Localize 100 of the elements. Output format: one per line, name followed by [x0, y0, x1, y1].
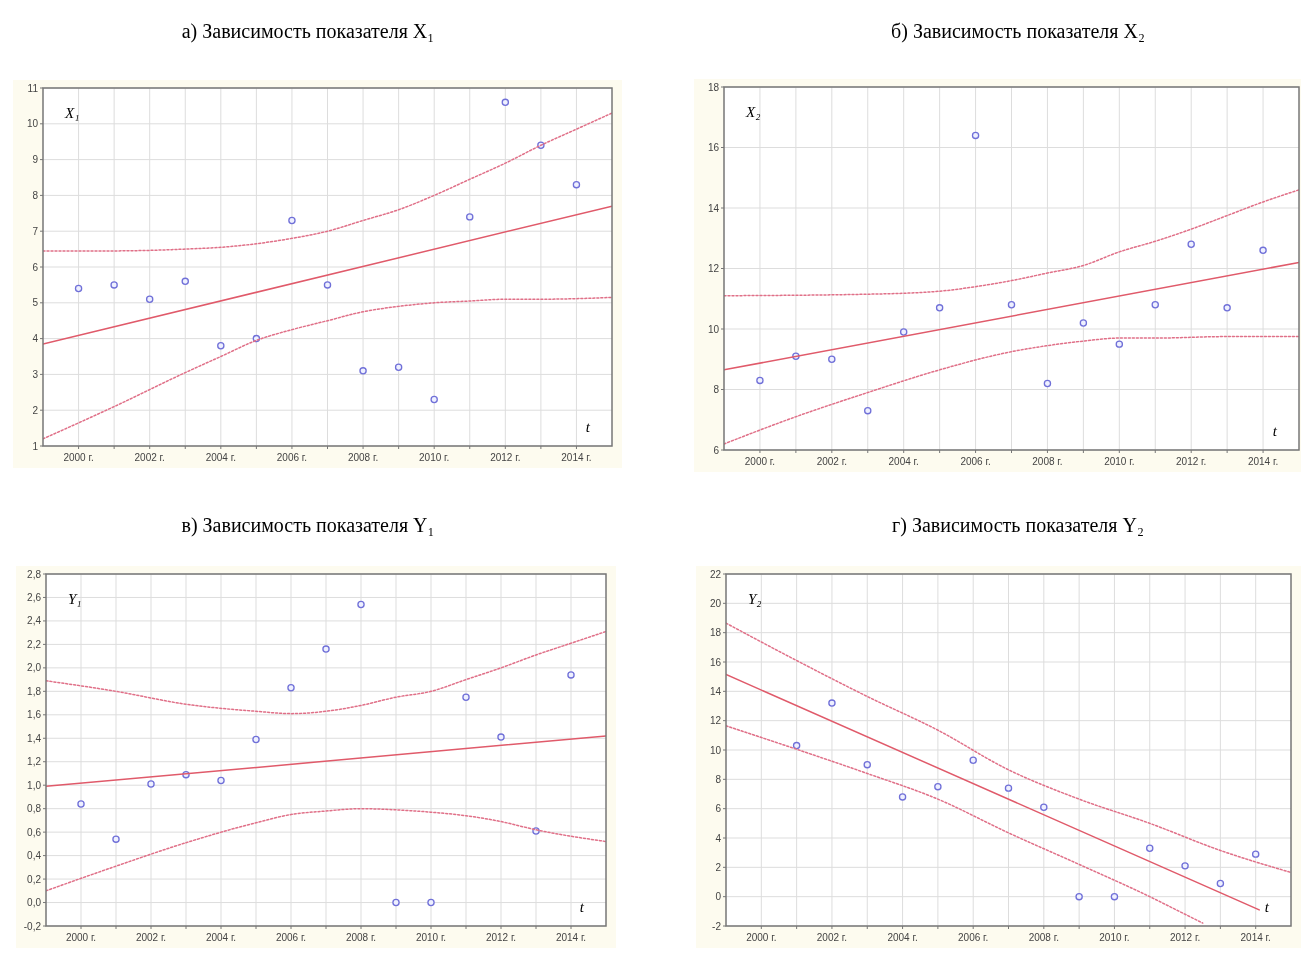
point: [567, 671, 575, 679]
point: [1115, 340, 1124, 348]
line-series: [46, 630, 606, 715]
point: [466, 213, 474, 221]
point: [110, 281, 118, 289]
y-tick-label: 1,4: [27, 732, 42, 744]
x-tick-label: 2002 г.: [134, 452, 165, 463]
x-tick-label: 2002 г.: [816, 932, 848, 943]
y-tick-label: 14: [707, 202, 720, 214]
point: [462, 693, 470, 701]
point: [935, 304, 944, 312]
annotation: t: [1272, 423, 1278, 439]
y-tick-label: 10: [26, 118, 39, 130]
point: [899, 328, 908, 336]
point: [1043, 379, 1052, 388]
point: [1146, 844, 1154, 852]
y-tick-label: -2: [712, 920, 722, 932]
x-tick-label: 2008 г.: [1032, 456, 1063, 467]
annotation: t: [585, 419, 591, 435]
annotation: X₂: [745, 104, 761, 120]
point: [828, 355, 836, 363]
line-series: [46, 807, 606, 892]
y-tick-label: 8: [32, 189, 39, 201]
point: [394, 363, 403, 371]
y-tick-label: 2,8: [27, 568, 42, 580]
point: [501, 98, 510, 107]
x-tick-label: 2000 г.: [746, 932, 777, 943]
y-tick-label: 4: [715, 832, 722, 844]
point: [252, 735, 260, 744]
point: [898, 793, 907, 801]
y-tick-label: 2: [32, 404, 39, 416]
x-tick-label: 2000 г.: [65, 932, 97, 943]
point: [217, 776, 225, 785]
annotation: Y₁: [68, 591, 82, 607]
y-tick-label: 6: [713, 444, 720, 456]
point: [1040, 803, 1048, 811]
point: [1004, 784, 1013, 792]
point: [792, 741, 801, 750]
y-tick-label: 9: [32, 154, 39, 166]
y-tick-label: 12: [707, 263, 720, 274]
point: [934, 782, 942, 791]
point: [357, 600, 365, 609]
x-tick-label: 2008 г.: [345, 932, 377, 943]
point: [1216, 879, 1225, 888]
y-tick-label: 1,8: [27, 685, 42, 697]
y-tick-label: 10: [709, 744, 722, 756]
point: [971, 131, 980, 140]
point: [181, 277, 189, 286]
x-tick-label: 2004 г.: [888, 456, 919, 467]
point: [969, 756, 977, 764]
y-tick-label: 0,6: [27, 826, 42, 838]
x-tick-label: 2014 г.: [561, 452, 592, 463]
x-tick-label: 2012 г.: [485, 932, 517, 943]
x-tick-label: 2002 г.: [135, 932, 167, 943]
annotation: Y₂: [748, 591, 762, 607]
x-tick-label: 2010 г.: [1104, 456, 1135, 467]
y-tick-label: 6: [32, 261, 39, 273]
x-tick-label: 2002 г.: [816, 456, 847, 467]
line-series: [724, 335, 1299, 445]
x-tick-label: 2014 г.: [1247, 456, 1279, 467]
x-tick-label: 2012 г.: [1169, 932, 1201, 943]
y-tick-label: 0: [715, 891, 722, 903]
y-tick-label: 18: [709, 627, 722, 639]
chart-title: а) Зависимость показателя X₁: [181, 20, 435, 43]
chart-title: в) Зависимость показателя Y₁: [181, 514, 435, 537]
x-tick-label: 2012 г.: [1176, 456, 1207, 467]
point: [287, 684, 295, 692]
point: [112, 835, 120, 843]
y-tick-label: 10: [707, 323, 720, 335]
point: [1079, 319, 1088, 327]
point: [74, 284, 83, 293]
point: [1110, 892, 1119, 901]
y-tick-label: 2: [715, 861, 722, 873]
x-tick-label: 2004 г.: [205, 932, 237, 943]
y-tick-label: 1: [32, 440, 39, 452]
y-tick-label: 3: [32, 368, 39, 380]
y-tick-label: 6: [715, 803, 722, 815]
x-tick-label: 2004 г.: [887, 932, 918, 943]
point: [497, 733, 505, 741]
point: [430, 395, 438, 404]
y-tick-label: 2,0: [27, 662, 42, 674]
y-tick-label: 20: [709, 597, 722, 609]
y-tick-label: 12: [709, 715, 722, 727]
point: [864, 406, 872, 415]
point: [288, 216, 296, 225]
y-tick-label: 0,4: [27, 850, 42, 862]
y-tick-label: 1,6: [27, 709, 42, 721]
y-tick-label: 18: [707, 81, 720, 93]
y-tick-label: 2,2: [27, 638, 42, 650]
point: [828, 699, 836, 707]
point: [392, 898, 400, 907]
point: [217, 342, 225, 350]
annotation: t: [579, 899, 585, 915]
y-tick-label: 22: [709, 568, 722, 580]
y-tick-label: 1,0: [27, 779, 42, 791]
y-tick-label: 0,2: [27, 873, 42, 885]
point: [77, 800, 85, 808]
chart-title: б) Зависимость показателя X₂: [891, 20, 1145, 43]
x-tick-label: 2000 г.: [63, 452, 94, 463]
point: [147, 780, 155, 788]
